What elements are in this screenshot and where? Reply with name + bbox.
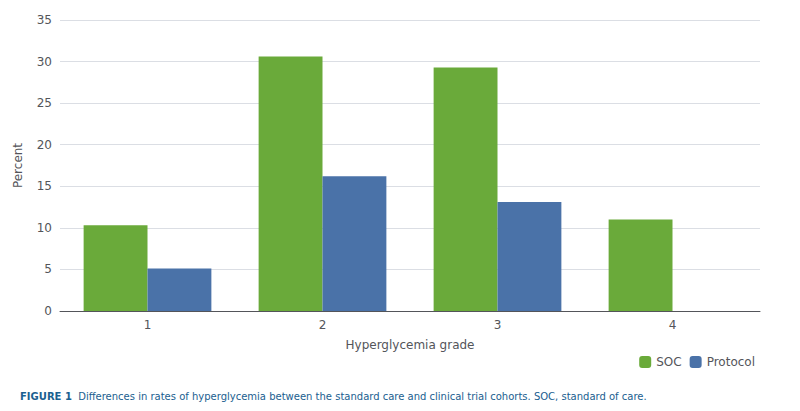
svg-text:4: 4 — [669, 318, 677, 332]
svg-text:15: 15 — [37, 179, 52, 193]
svg-text:25: 25 — [37, 96, 52, 110]
svg-text:2: 2 — [319, 318, 327, 332]
svg-text:Differences in rates of hyperg: Differences in rates of hyperglycemia be… — [78, 391, 646, 402]
svg-text:10: 10 — [37, 221, 52, 235]
svg-text:0: 0 — [44, 304, 52, 318]
svg-text:5: 5 — [44, 262, 52, 276]
svg-text:1: 1 — [144, 318, 152, 332]
svg-text:FIGURE 1: FIGURE 1 — [20, 391, 72, 402]
svg-text:20: 20 — [37, 138, 52, 152]
svg-text:35: 35 — [37, 13, 52, 27]
svg-text:Percent: Percent — [11, 143, 25, 188]
svg-text:Hyperglycemia grade: Hyperglycemia grade — [346, 338, 475, 352]
svg-text:30: 30 — [37, 55, 52, 69]
svg-text:SOC: SOC — [656, 355, 681, 369]
svg-text:3: 3 — [494, 318, 502, 332]
svg-text:Protocol: Protocol — [707, 355, 755, 369]
